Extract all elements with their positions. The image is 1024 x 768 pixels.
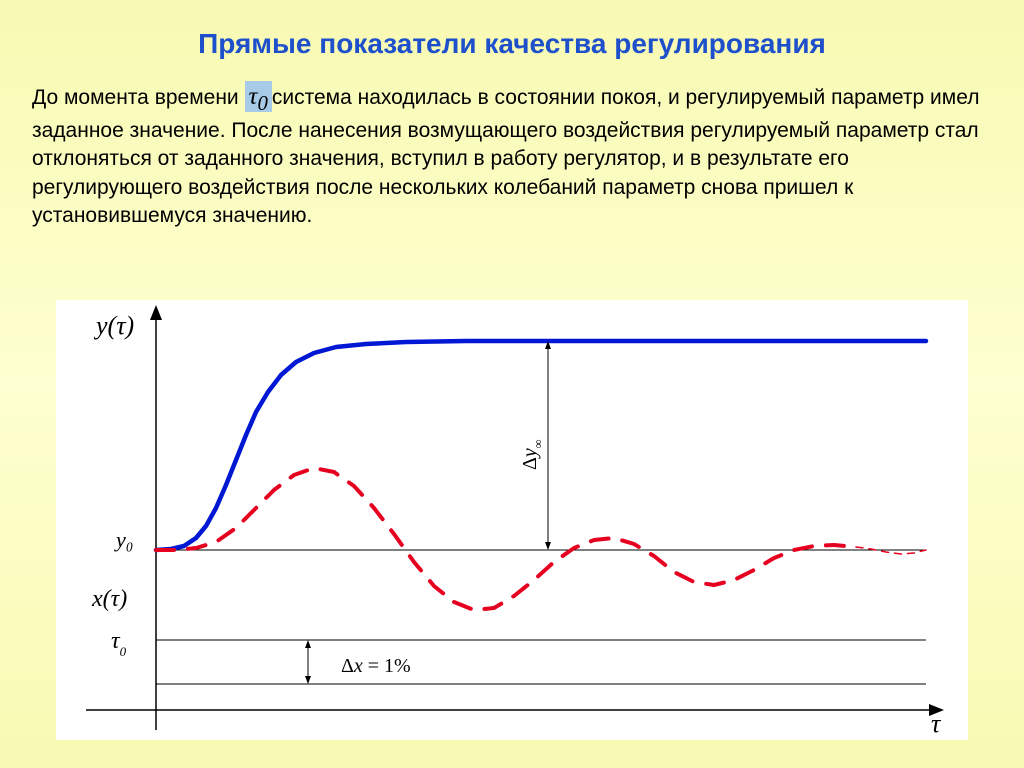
y-axis-label: y(τ) — [93, 311, 134, 340]
tau0-symbol: τ0 — [245, 81, 272, 112]
plot-background — [56, 300, 968, 740]
paragraph-pre: До момента времени — [32, 86, 245, 109]
x-tau-label: x(τ) — [91, 586, 127, 612]
delta-x-label: ΔΔx = 1%x = 1% — [341, 655, 411, 677]
body-paragraph: До момента времени τ0система находилась … — [0, 60, 1024, 230]
page-title: Прямые показатели качества регулирования — [0, 0, 1024, 60]
tau0-sub: 0 — [257, 91, 267, 115]
chart-svg: y(τ) y₀ x(τ) τ0 ΔΔx = 1%x = 1% ΔΔyy∞ τ — [56, 300, 968, 740]
y0-label: y₀ — [114, 527, 133, 552]
slide-page: Прямые показатели качества регулирования… — [0, 0, 1024, 768]
tau0-axis-sub: 0 — [120, 644, 127, 659]
chart-container: y(τ) y₀ x(τ) τ0 ΔΔx = 1%x = 1% ΔΔyy∞ τ — [56, 300, 968, 740]
